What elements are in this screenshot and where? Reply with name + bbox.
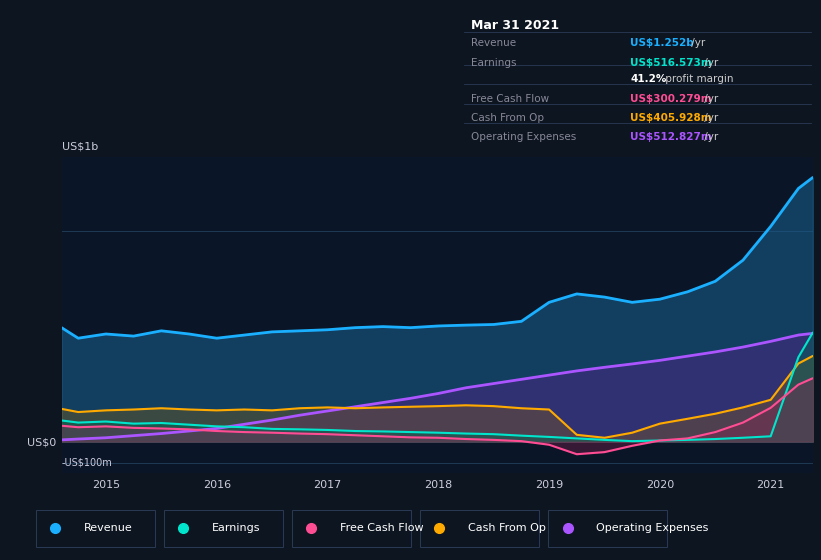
- Text: /yr: /yr: [700, 113, 718, 123]
- Text: /yr: /yr: [688, 38, 705, 48]
- Text: Earnings: Earnings: [470, 58, 516, 68]
- Text: Revenue: Revenue: [470, 38, 516, 48]
- Text: /yr: /yr: [700, 132, 718, 142]
- Text: /yr: /yr: [700, 58, 718, 68]
- Text: Free Cash Flow: Free Cash Flow: [470, 94, 548, 104]
- Text: Earnings: Earnings: [212, 523, 260, 533]
- Text: profit margin: profit margin: [663, 74, 734, 84]
- Text: Free Cash Flow: Free Cash Flow: [340, 523, 424, 533]
- Text: /yr: /yr: [700, 94, 718, 104]
- Text: US$405.928m: US$405.928m: [631, 113, 712, 123]
- Text: Cash From Op: Cash From Op: [470, 113, 544, 123]
- Text: Operating Expenses: Operating Expenses: [470, 132, 576, 142]
- Text: 41.2%: 41.2%: [631, 74, 667, 84]
- Text: US$512.827m: US$512.827m: [631, 132, 712, 142]
- Text: Revenue: Revenue: [84, 523, 133, 533]
- Text: Cash From Op: Cash From Op: [468, 523, 546, 533]
- Text: US$300.279m: US$300.279m: [631, 94, 712, 104]
- Text: US$516.573m: US$516.573m: [631, 58, 712, 68]
- Text: US$1.252b: US$1.252b: [631, 38, 694, 48]
- Text: Mar 31 2021: Mar 31 2021: [470, 19, 559, 32]
- Text: -US$100m: -US$100m: [62, 458, 112, 468]
- Text: US$1b: US$1b: [62, 141, 98, 151]
- Text: Operating Expenses: Operating Expenses: [596, 523, 709, 533]
